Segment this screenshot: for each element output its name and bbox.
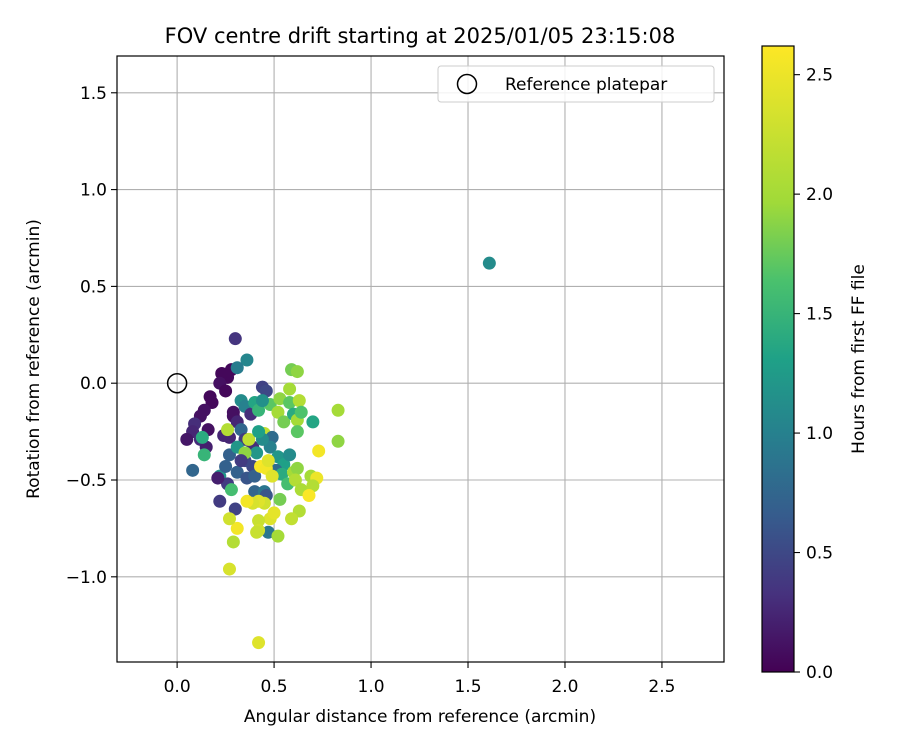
- data-point: [302, 488, 316, 502]
- data-point: [252, 636, 266, 650]
- data-point: [306, 415, 320, 429]
- x-axis-ticks: 0.0 0.5 1.0 1.5 2.0 2.5: [164, 662, 675, 697]
- data-point: [250, 446, 264, 460]
- colorbar-tick-label: 2.5: [806, 66, 833, 86]
- x-axis-label: Angular distance from reference (arcmin): [244, 707, 596, 727]
- legend-box: [437, 65, 715, 103]
- data-point: [213, 494, 227, 508]
- data-point: [285, 512, 299, 526]
- data-point: [283, 382, 297, 396]
- x-tick-label: 2.5: [648, 677, 675, 697]
- data-point: [252, 514, 266, 528]
- data-point: [226, 535, 240, 549]
- data-point: [275, 467, 289, 481]
- data-point: [261, 454, 275, 468]
- legend-marker-open-circle: [456, 73, 478, 95]
- plot-area-frame: [116, 55, 725, 663]
- legend: Reference platepar: [437, 65, 715, 103]
- x-tick-label: 0.5: [261, 677, 288, 697]
- colorbar-gradient: [761, 45, 795, 673]
- legend-entry-label: Reference platepar: [505, 75, 667, 95]
- data-point: [283, 396, 297, 410]
- data-point: [230, 465, 244, 479]
- y-tick-label: −1.0: [66, 568, 107, 588]
- grid: [117, 56, 724, 662]
- colorbar-tick-label: 2.0: [806, 185, 833, 205]
- chart-title: FOV centre drift starting at 2025/01/05 …: [165, 24, 676, 48]
- data-point: [242, 432, 256, 446]
- data-point: [273, 492, 287, 506]
- data-point: [331, 434, 345, 448]
- data-point: [271, 405, 285, 419]
- data-point: [255, 394, 269, 408]
- data-point: [230, 521, 244, 535]
- data-point: [240, 353, 254, 367]
- colorbar-tick-label: 0.0: [806, 663, 833, 683]
- data-point: [186, 463, 200, 477]
- data-point: [292, 394, 306, 408]
- data-point: [211, 471, 225, 485]
- data-point: [180, 432, 194, 446]
- data-point: [290, 461, 304, 475]
- data-point: [271, 529, 285, 543]
- y-tick-label: −0.5: [66, 471, 107, 491]
- data-point: [265, 469, 279, 483]
- colorbar-ticks: 0.0 0.5 1.0 1.5 2.0 2.5: [794, 66, 833, 683]
- x-tick-label: 1.5: [454, 677, 481, 697]
- data-point: [290, 365, 304, 379]
- data-point: [290, 425, 304, 439]
- y-tick-label: 0.5: [80, 277, 107, 297]
- data-point: [219, 384, 233, 398]
- data-point: [219, 459, 233, 473]
- data-point: [222, 512, 236, 526]
- colorbar-label: Hours from first FF file: [849, 264, 869, 454]
- data-point: [215, 367, 229, 381]
- x-tick-label: 2.0: [551, 677, 578, 697]
- colorbar-tick-label: 0.5: [806, 544, 833, 564]
- data-point: [250, 525, 264, 539]
- data-point: [222, 562, 236, 576]
- data-point: [224, 483, 238, 497]
- y-axis-label: Rotation from reference (arcmin): [24, 219, 44, 499]
- data-point: [195, 430, 209, 444]
- data-point: [265, 430, 279, 444]
- data-point: [228, 332, 242, 346]
- data-point: [312, 444, 326, 458]
- colorbar-tick-label: 1.5: [806, 305, 833, 325]
- data-point: [331, 403, 345, 417]
- data-point: [267, 506, 281, 520]
- data-point: [277, 415, 291, 429]
- data-point: [230, 361, 244, 375]
- y-axis-ticks: −1.0 −0.5 0.0 0.5 1.0 1.5: [66, 84, 117, 588]
- reference-platepar-marker: [166, 372, 188, 394]
- data-point: [288, 473, 302, 487]
- data-point: [252, 425, 266, 439]
- data-point: [248, 469, 262, 483]
- colorbar: 0.0 0.5 1.0 1.5 2.0 2.5 Hours from first FF f…: [761, 45, 869, 683]
- data-point: [221, 423, 235, 437]
- data-point: [228, 502, 242, 516]
- data-point: [197, 448, 211, 462]
- y-tick-label: 0.0: [80, 374, 107, 394]
- data-point: [294, 405, 308, 419]
- data-point: [283, 448, 297, 462]
- x-tick-label: 1.0: [358, 677, 385, 697]
- data-point: [234, 454, 248, 468]
- data-point: [240, 494, 254, 508]
- y-tick-label: 1.5: [80, 84, 107, 104]
- x-tick-label: 0.0: [164, 677, 191, 697]
- colorbar-tick-label: 1.0: [806, 424, 833, 444]
- y-tick-label: 1.0: [80, 181, 107, 201]
- data-points: [166, 256, 496, 650]
- data-point: [482, 256, 496, 270]
